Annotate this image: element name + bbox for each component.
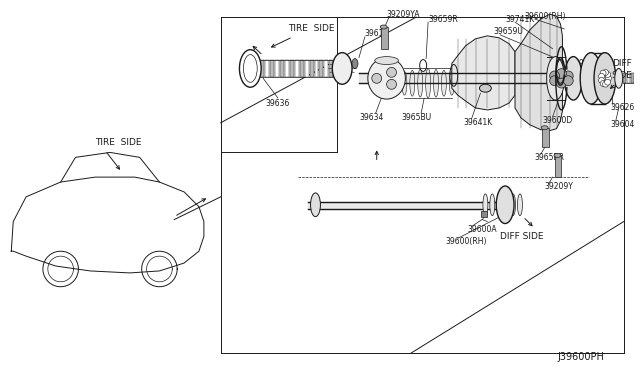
Ellipse shape <box>380 25 387 29</box>
Bar <box>300 60 303 77</box>
Ellipse shape <box>332 53 352 84</box>
Ellipse shape <box>418 70 422 97</box>
Text: TIRE  SIDE: TIRE SIDE <box>95 138 141 147</box>
Text: 3965BR: 3965BR <box>535 153 564 162</box>
Bar <box>265 60 269 77</box>
Text: TIRE  SIDE: TIRE SIDE <box>288 25 334 33</box>
Ellipse shape <box>580 53 602 104</box>
Bar <box>627 73 630 83</box>
Text: SIDE: SIDE <box>611 71 632 80</box>
Bar <box>554 155 561 177</box>
Ellipse shape <box>547 57 564 100</box>
Text: 39741K: 39741K <box>505 15 534 23</box>
Text: 39634: 39634 <box>360 113 384 122</box>
Bar <box>310 60 314 77</box>
Text: J39600PH: J39600PH <box>557 352 604 362</box>
Circle shape <box>387 67 397 77</box>
Ellipse shape <box>449 71 454 95</box>
Bar <box>334 60 338 77</box>
Bar <box>381 27 388 49</box>
Circle shape <box>600 70 606 76</box>
Ellipse shape <box>375 57 399 64</box>
Bar <box>285 60 289 77</box>
Text: 39659R: 39659R <box>428 15 458 23</box>
Bar <box>639 73 640 83</box>
Polygon shape <box>515 14 563 131</box>
Ellipse shape <box>402 71 407 95</box>
Circle shape <box>602 70 609 76</box>
Ellipse shape <box>490 194 495 216</box>
Text: 39600(RH): 39600(RH) <box>446 237 488 246</box>
Bar <box>330 60 333 77</box>
Circle shape <box>550 71 559 81</box>
Text: 39600A: 39600A <box>468 225 497 234</box>
Ellipse shape <box>483 194 488 216</box>
Ellipse shape <box>504 194 509 216</box>
Circle shape <box>605 71 611 77</box>
Bar <box>634 73 637 83</box>
Bar <box>275 60 279 77</box>
Text: DIFF SIDE: DIFF SIDE <box>500 232 544 241</box>
Ellipse shape <box>426 68 431 98</box>
Polygon shape <box>452 36 515 110</box>
Circle shape <box>387 79 397 89</box>
Text: 39600(RH): 39600(RH) <box>525 12 566 20</box>
Circle shape <box>605 76 611 81</box>
Bar <box>260 60 264 77</box>
Ellipse shape <box>243 55 257 82</box>
Text: 39209Y: 39209Y <box>545 183 573 192</box>
Ellipse shape <box>594 53 616 104</box>
Circle shape <box>557 69 566 78</box>
Bar <box>630 73 634 83</box>
Ellipse shape <box>239 50 261 87</box>
Text: 39604: 39604 <box>611 120 636 129</box>
Ellipse shape <box>497 194 502 216</box>
Circle shape <box>557 78 566 88</box>
Bar <box>623 73 626 83</box>
Bar <box>280 60 284 77</box>
Circle shape <box>598 77 605 83</box>
Ellipse shape <box>564 57 582 100</box>
Ellipse shape <box>511 194 515 216</box>
Circle shape <box>550 76 559 86</box>
Bar <box>314 60 319 77</box>
Circle shape <box>563 76 573 86</box>
Bar <box>295 60 299 77</box>
Ellipse shape <box>410 70 415 96</box>
Ellipse shape <box>433 70 438 97</box>
Ellipse shape <box>615 68 623 88</box>
Ellipse shape <box>518 194 522 216</box>
Circle shape <box>372 73 381 83</box>
Ellipse shape <box>554 153 561 157</box>
Text: 39641K: 39641K <box>463 118 493 127</box>
Bar <box>481 211 487 217</box>
Ellipse shape <box>479 84 492 92</box>
Text: 39659U: 39659U <box>493 28 523 36</box>
Bar <box>541 128 548 147</box>
Ellipse shape <box>442 70 446 96</box>
Ellipse shape <box>310 193 321 217</box>
Circle shape <box>600 80 606 86</box>
Text: 39636: 39636 <box>266 99 290 108</box>
Bar <box>319 60 323 77</box>
Text: 39626: 39626 <box>611 103 635 112</box>
Bar <box>270 60 274 77</box>
Text: 39209YA: 39209YA <box>387 10 420 19</box>
Text: 39654: 39654 <box>574 59 598 68</box>
Circle shape <box>598 73 605 79</box>
Bar <box>290 60 294 77</box>
Bar <box>305 60 308 77</box>
Circle shape <box>563 71 573 81</box>
Circle shape <box>602 81 609 87</box>
Text: 3965BU: 3965BU <box>401 113 431 122</box>
Circle shape <box>605 79 611 85</box>
Ellipse shape <box>352 58 358 68</box>
Ellipse shape <box>368 58 405 99</box>
Text: 39600D: 39600D <box>543 116 573 125</box>
Text: DIFF: DIFF <box>612 59 632 68</box>
Ellipse shape <box>541 126 548 130</box>
Ellipse shape <box>496 186 514 224</box>
Bar <box>324 60 328 77</box>
Text: 39611: 39611 <box>365 29 389 38</box>
